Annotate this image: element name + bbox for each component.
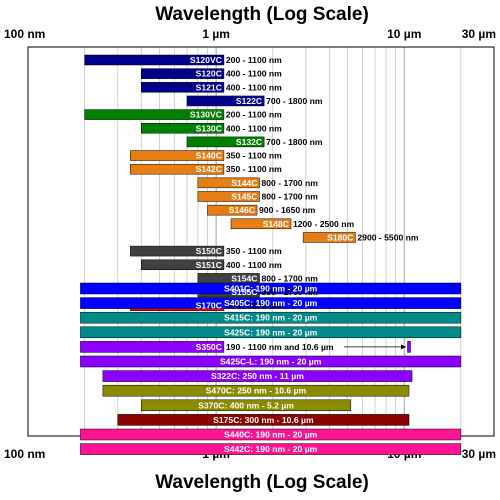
bar-name-label: S170C — [196, 301, 222, 311]
bar — [207, 204, 258, 216]
bar-name-label: S130VC — [190, 110, 222, 120]
bar — [130, 245, 225, 257]
bar-range-label: 400 - 1100 nm — [226, 82, 282, 92]
bar-name-label: S132C — [236, 137, 262, 147]
tick-label-bottom: 100 nm — [4, 447, 45, 461]
bar-name-label: S146C — [229, 205, 255, 215]
bar-range-label: 350 - 1100 nm — [226, 151, 282, 161]
bar-range-label: 800 - 1700 nm — [261, 192, 318, 202]
bar — [84, 109, 225, 120]
bar-extra-mark — [407, 341, 411, 353]
bar — [80, 355, 462, 368]
bar-name-label: S120VC — [190, 55, 222, 65]
bar — [141, 399, 352, 412]
tick-label-top: 1 µm — [202, 27, 230, 41]
bar-name-label: S350C — [196, 342, 222, 352]
bar-label: S322C: 250 nm - 11 µm — [211, 371, 304, 381]
arrow-head — [401, 344, 407, 350]
tick-label-top: 100 nm — [4, 27, 45, 41]
bar-label: S401C: 190 nm - 20 µm — [224, 284, 318, 294]
bar-name-label: S140C — [196, 151, 222, 161]
bar-label: S175C: 300 nm - 10.6 µm — [213, 415, 314, 425]
bar-range-label: 700 - 1800 nm — [266, 137, 323, 147]
bar-label: S470C: 250 nm - 10.6 µm — [206, 386, 307, 396]
bar-label: S415C: 190 nm - 20 µm — [224, 313, 318, 323]
bar-range-label: 350 - 1100 nm — [226, 164, 282, 174]
bar-name-label: S122C — [236, 96, 262, 106]
bar-label: S405C: 190 nm - 20 µm — [224, 298, 318, 308]
top-axis-ticks: 100 nm 1 µm 10 µm 30 µm — [4, 27, 496, 41]
bar-range-label: 200 - 1100 nm — [226, 110, 282, 120]
bar-label: S425C-L: 190 nm - 20 µm — [220, 357, 322, 367]
bar — [80, 326, 462, 339]
bar-label: S425C: 190 nm - 20 µm — [224, 327, 318, 337]
bar-name-label: S151C — [196, 260, 222, 270]
bar-name-label: S155C — [231, 287, 257, 297]
chart-title-bottom: Wavelength (Log Scale) — [155, 472, 369, 493]
bar-name-label: S142C — [196, 164, 222, 174]
bar-name-label: S180C — [327, 232, 353, 242]
bar — [102, 370, 413, 382]
bar-range-label: 700 - 1800 nm — [266, 96, 323, 106]
bar-name-label: S145C — [231, 192, 257, 202]
bar-range-label: 190 - 1100 nm and 10.6 µm — [226, 342, 334, 352]
tick-label-top: 30 µm — [462, 27, 496, 41]
bar-name-label: S121C — [196, 82, 222, 92]
bar — [80, 311, 462, 324]
bar-labels: S120VC 200 - 1100 nm S120C 400 - 1100 nm S12… — [190, 55, 419, 454]
bar — [230, 218, 292, 230]
bar-name-label: S144C — [231, 178, 257, 188]
bar — [102, 384, 410, 397]
bar — [197, 191, 260, 202]
bar-label: S440C: 190 nm - 20 µm — [224, 430, 318, 440]
chart-title-top: Wavelength (Log Scale) — [155, 4, 369, 25]
bar-range-label: 800 - 1700 nm — [261, 287, 318, 297]
bar — [130, 150, 225, 161]
bar-range-label: 200 - 1100 nm — [226, 55, 282, 65]
bar-label: S370C: 400 nm - 5.2 µm — [198, 400, 294, 410]
bar — [80, 341, 225, 353]
bar — [130, 163, 225, 175]
bar-range-label: 1200 - 2500 nm — [293, 219, 355, 229]
bar — [80, 282, 462, 295]
tick-label-bottom: 30 µm — [462, 447, 496, 461]
bar-range-label: 400 - 1100 nm — [226, 69, 282, 79]
bar — [141, 68, 225, 79]
bar — [186, 95, 265, 107]
bar-range-label: 400 - 1100 nm — [226, 260, 282, 270]
bar-range-label: 2900 - 5500 nm — [357, 232, 419, 242]
bar — [197, 177, 260, 189]
bar-range-label: 900 - 1650 nm — [259, 205, 316, 215]
bar — [80, 443, 462, 455]
bar-range-label: 350 - 1100 nm — [226, 301, 282, 311]
bar — [141, 259, 225, 270]
bar-name-label: S130C — [196, 123, 222, 133]
bar — [117, 414, 410, 426]
bar-name-label: S150C — [196, 246, 222, 256]
bar-name-label: S120C — [196, 69, 222, 79]
bar — [84, 54, 225, 66]
bar-name-label: S154C — [231, 273, 257, 283]
bar-label: S442C: 190 nm - 20 µm — [224, 444, 318, 454]
bar — [186, 136, 265, 148]
bar — [141, 123, 225, 134]
bar-range-label: 400 - 1100 nm — [226, 123, 282, 133]
bar-range-label: 800 - 1700 nm — [261, 178, 318, 188]
bars — [80, 54, 462, 455]
bar-range-label: 350 - 1100 nm — [226, 246, 282, 256]
bar — [302, 232, 356, 243]
bar-range-label: 800 - 1700 nm — [261, 273, 318, 283]
tick-label-top: 10 µm — [387, 27, 421, 41]
bar — [80, 297, 462, 309]
bar — [80, 428, 462, 441]
bar-name-label: S148C — [263, 219, 289, 229]
bar — [141, 82, 225, 93]
